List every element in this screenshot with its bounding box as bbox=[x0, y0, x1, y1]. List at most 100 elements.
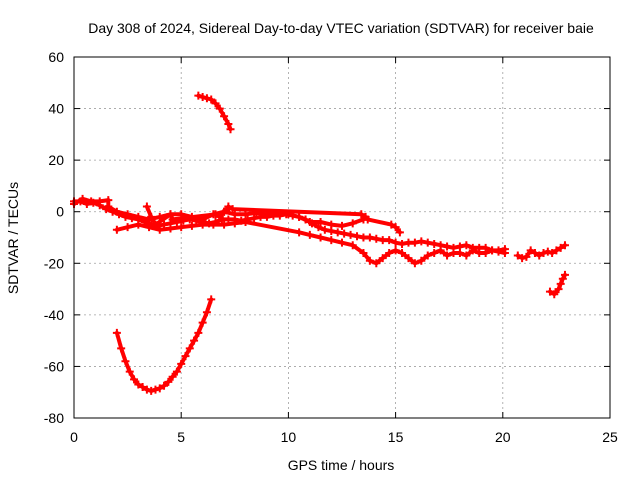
grid bbox=[74, 57, 610, 418]
data-point bbox=[305, 218, 314, 227]
data-point bbox=[295, 228, 304, 237]
data-point bbox=[556, 243, 565, 252]
data-point bbox=[241, 218, 250, 227]
data-point bbox=[417, 256, 426, 265]
data-point bbox=[320, 225, 329, 234]
data-point bbox=[348, 241, 357, 250]
data-point bbox=[112, 328, 121, 337]
data-point bbox=[112, 207, 121, 216]
data-point bbox=[164, 377, 173, 386]
data-point bbox=[526, 246, 535, 255]
data-point bbox=[385, 248, 394, 257]
data-point bbox=[168, 372, 177, 381]
data-point bbox=[556, 279, 565, 288]
data-point bbox=[207, 295, 216, 304]
data-point bbox=[134, 220, 143, 229]
data-point bbox=[548, 248, 557, 257]
data-point bbox=[134, 212, 143, 221]
data-point bbox=[462, 241, 471, 250]
data-point bbox=[224, 120, 233, 129]
data-point bbox=[241, 210, 250, 219]
data-point bbox=[560, 241, 569, 250]
data-point bbox=[404, 254, 413, 263]
data-point bbox=[145, 223, 154, 232]
data-point bbox=[230, 219, 239, 228]
data-point bbox=[430, 248, 439, 257]
data-point bbox=[181, 352, 190, 361]
data-point bbox=[560, 270, 569, 279]
data-point bbox=[500, 248, 509, 257]
data-point bbox=[226, 125, 235, 134]
data-point bbox=[190, 336, 199, 345]
series-arc-lower bbox=[112, 295, 216, 395]
data-point bbox=[443, 251, 452, 260]
data-point bbox=[410, 259, 419, 268]
y-tick-label: 40 bbox=[48, 101, 64, 117]
data-point bbox=[220, 112, 229, 121]
data-point bbox=[151, 385, 160, 394]
data-point bbox=[391, 246, 400, 255]
data-point bbox=[194, 91, 203, 100]
plot-frame bbox=[73, 56, 611, 419]
data-point bbox=[488, 246, 497, 255]
data-point bbox=[211, 99, 220, 108]
data-point bbox=[357, 210, 366, 219]
data-point bbox=[168, 215, 177, 224]
data-point bbox=[340, 229, 349, 238]
data-point bbox=[123, 210, 132, 219]
data-point bbox=[220, 220, 229, 229]
data-point bbox=[365, 256, 374, 265]
data-point bbox=[215, 104, 224, 113]
y-tick-label: -60 bbox=[44, 358, 64, 374]
data-point bbox=[353, 232, 362, 241]
data-point bbox=[552, 246, 561, 255]
data-point bbox=[494, 247, 503, 256]
data-point bbox=[327, 220, 336, 229]
data-point bbox=[550, 290, 559, 299]
series-wedge-spikes bbox=[142, 202, 404, 237]
data-point bbox=[78, 194, 87, 203]
data-point bbox=[215, 212, 224, 221]
series-trace bbox=[114, 297, 214, 393]
data-point bbox=[121, 357, 130, 366]
x-axis-label: GPS time / hours bbox=[288, 457, 395, 473]
x-tick-label: 5 bbox=[177, 429, 185, 445]
data-point bbox=[333, 228, 342, 237]
data-point bbox=[539, 248, 548, 257]
data-point bbox=[391, 223, 400, 232]
data-point bbox=[228, 205, 237, 214]
data-point bbox=[166, 224, 175, 233]
data-point bbox=[387, 220, 396, 229]
data-point bbox=[198, 318, 207, 327]
data-point bbox=[123, 223, 132, 232]
data-point bbox=[462, 251, 471, 260]
data-point bbox=[518, 254, 527, 263]
data-point bbox=[430, 239, 439, 248]
data-point bbox=[372, 234, 381, 243]
data-points bbox=[70, 91, 569, 395]
data-point bbox=[117, 344, 126, 353]
data-point bbox=[398, 239, 407, 248]
data-point bbox=[250, 214, 259, 223]
x-tick-label: 0 bbox=[70, 429, 78, 445]
x-tick-label: 15 bbox=[388, 429, 404, 445]
data-point bbox=[417, 237, 426, 246]
data-point bbox=[338, 221, 346, 230]
data-point bbox=[543, 247, 552, 256]
data-point bbox=[363, 215, 372, 224]
data-point bbox=[378, 254, 387, 263]
data-point bbox=[198, 92, 207, 101]
data-point bbox=[391, 238, 400, 247]
data-point bbox=[398, 248, 407, 257]
data-point bbox=[346, 230, 355, 239]
y-tick-label: -20 bbox=[44, 255, 64, 271]
data-point bbox=[295, 212, 304, 221]
data-point bbox=[230, 210, 239, 219]
chart-title: Day 308 of 2024, Sidereal Day-to-day VTE… bbox=[88, 20, 594, 36]
data-point bbox=[202, 308, 211, 317]
data-point bbox=[468, 246, 477, 255]
data-point bbox=[554, 285, 563, 294]
data-point bbox=[177, 359, 186, 368]
data-point bbox=[166, 210, 175, 219]
data-point bbox=[95, 197, 104, 206]
